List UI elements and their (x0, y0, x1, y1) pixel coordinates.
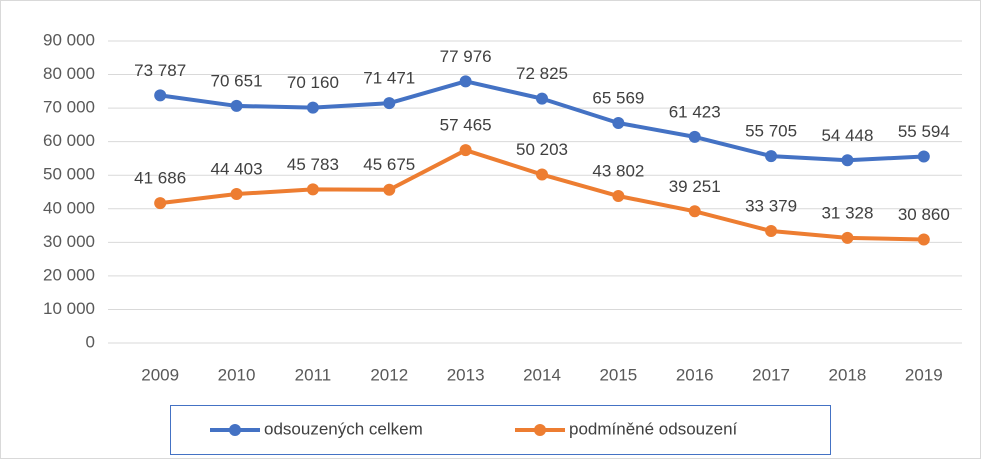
data-label: 31 328 (821, 203, 873, 222)
data-label: 57 465 (440, 116, 492, 135)
data-label: 55 594 (898, 122, 950, 141)
data-label: 70 651 (211, 71, 263, 90)
data-point (459, 144, 472, 157)
data-point (765, 150, 778, 163)
data-point (688, 205, 701, 218)
legend-box (170, 405, 831, 455)
data-point (841, 154, 854, 167)
data-point (154, 197, 167, 210)
y-tick-label: 70 000 (43, 98, 95, 117)
data-label: 73 787 (134, 61, 186, 80)
data-label: 61 423 (669, 102, 721, 121)
data-point (306, 101, 319, 114)
legend-marker (229, 424, 241, 436)
data-label: 30 860 (898, 205, 950, 224)
x-tick-label: 2012 (370, 365, 408, 384)
x-tick-label: 2011 (295, 365, 332, 384)
x-tick-label: 2017 (752, 365, 790, 384)
x-tick-label: 2010 (218, 365, 256, 384)
data-point (154, 89, 167, 102)
data-label: 39 251 (669, 177, 721, 196)
x-tick-label: 2018 (829, 365, 867, 384)
data-label: 77 976 (440, 47, 492, 66)
legend-label: podmíněné odsouzení (569, 419, 738, 438)
y-tick-label: 60 000 (43, 131, 95, 150)
data-label: 72 825 (516, 64, 568, 83)
data-label: 33 379 (745, 196, 797, 215)
legend-marker (534, 424, 546, 436)
data-point (383, 183, 396, 196)
data-label: 45 783 (287, 155, 339, 174)
data-point (306, 183, 319, 196)
y-tick-label: 0 (86, 332, 95, 351)
data-label: 54 448 (821, 126, 873, 145)
y-tick-label: 20 000 (43, 265, 95, 284)
x-tick-label: 2013 (447, 365, 485, 384)
data-point (383, 97, 396, 110)
data-point (230, 99, 243, 112)
data-point (765, 224, 778, 237)
data-point (688, 130, 701, 143)
y-tick-label: 30 000 (43, 232, 95, 251)
data-point (459, 75, 472, 88)
data-point (536, 168, 548, 181)
data-point (917, 150, 930, 163)
data-point (917, 233, 930, 246)
x-tick-label: 2014 (523, 365, 561, 384)
data-label: 50 203 (516, 140, 568, 159)
y-tick-label: 80 000 (43, 64, 95, 83)
data-label: 65 569 (592, 88, 644, 107)
y-tick-label: 40 000 (43, 198, 95, 217)
x-tick-label: 2009 (141, 365, 179, 384)
data-point (536, 92, 548, 105)
legend-label: odsouzených celkem (264, 419, 423, 438)
y-tick-label: 50 000 (43, 165, 95, 184)
data-point (841, 231, 854, 244)
y-tick-label: 90 000 (43, 30, 95, 49)
data-label: 41 686 (134, 169, 186, 188)
data-label: 43 802 (592, 162, 644, 181)
data-label: 45 675 (363, 155, 415, 174)
y-tick-label: 10 000 (43, 299, 95, 318)
x-tick-label: 2016 (676, 365, 714, 384)
data-point (230, 188, 243, 201)
data-label: 44 403 (211, 159, 263, 178)
data-point (612, 116, 625, 129)
data-label: 71 471 (363, 69, 415, 88)
data-point (612, 190, 625, 203)
x-tick-label: 2015 (599, 365, 637, 384)
x-tick-label: 2019 (905, 365, 943, 384)
data-label: 70 160 (287, 73, 339, 92)
data-label: 55 705 (745, 122, 797, 141)
